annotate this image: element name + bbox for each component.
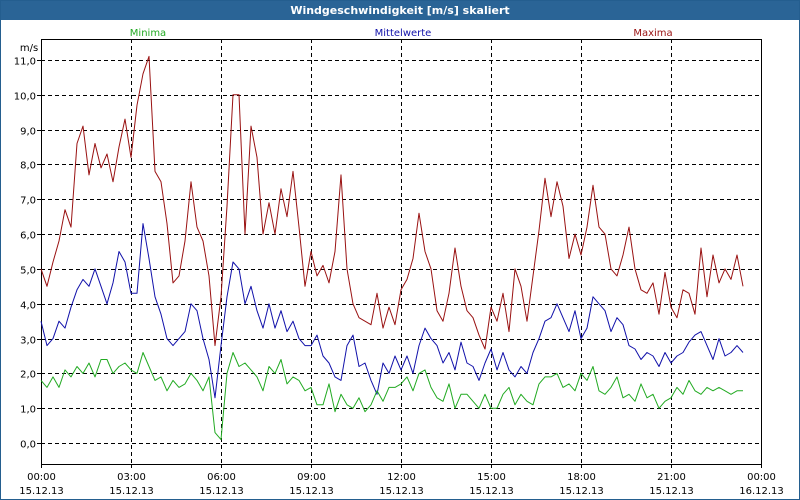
y-tick-label: 10,0 <box>14 92 36 103</box>
series-line-maxima <box>40 55 744 350</box>
x-tick-date-label: 15.12.13 <box>199 486 244 497</box>
x-tick-time-label: 12:00 <box>387 472 416 483</box>
x-tick-date-label: 15.12.13 <box>559 486 604 497</box>
y-tick-label: 3,0 <box>20 336 36 347</box>
x-tick-time-label: 09:00 <box>297 472 326 483</box>
y-tick-label: 2,0 <box>20 370 36 381</box>
x-tick-time-label: 18:00 <box>567 472 596 483</box>
y-tick-label: 1,0 <box>20 405 36 416</box>
x-tick-time-label: 06:00 <box>207 472 236 483</box>
y-tick-label: 6,0 <box>20 231 36 242</box>
legend-entry-mittelwerte: Mittelwerte <box>375 28 432 39</box>
y-axis-label: m/s <box>20 43 38 54</box>
y-axis-ticks: 0,0 1,0 2,0 3,0 4,0 5,0 6,0 7,0 8,0 9,0 10,0 11,0 <box>14 57 41 451</box>
x-tick-time-label: 03:00 <box>117 472 146 483</box>
x-tick-date-label: 15.12.13 <box>649 486 694 497</box>
y-tick-label: 5,0 <box>20 266 36 277</box>
x-tick-date-label: 15.12.13 <box>469 486 514 497</box>
x-tick-date-label: 15.12.13 <box>109 486 154 497</box>
legend-entry-maxima: Maxima <box>633 28 672 39</box>
wind-speed-chart: 0,0 1,0 2,0 3,0 4,0 5,0 6,0 7,0 8,0 9,0 10,0 11,0 0… <box>14 28 784 497</box>
x-tick-date-label: 15.12.13 <box>289 486 334 497</box>
x-tick-date-label: 16.12.13 <box>739 486 784 497</box>
grid-lines <box>41 39 761 464</box>
y-tick-label: 11,0 <box>14 57 36 68</box>
legend-entry-minima: Minima <box>130 28 166 39</box>
series-line-minima <box>40 352 743 441</box>
legend: Minima Mittelwerte Maxima <box>130 28 673 39</box>
y-tick-label: 0,0 <box>20 440 36 451</box>
x-tick-time-label: 21:00 <box>657 472 686 483</box>
window-title: Windgeschwindigkeit [m/s] skaliert <box>1 1 799 20</box>
x-tick-time-label: 00:00 <box>27 472 56 483</box>
x-tick-date-label: 15.12.13 <box>379 486 424 497</box>
y-tick-label: 9,0 <box>20 127 36 138</box>
y-tick-label: 4,0 <box>20 301 36 312</box>
x-tick-time-label: 15:00 <box>477 472 506 483</box>
data-series <box>40 55 744 441</box>
x-tick-time-label: 00:00 <box>747 472 776 483</box>
x-tick-date-label: 15.12.13 <box>19 486 64 497</box>
x-axis-ticks: 00:00 15.12.13 03:00 15.12.13 06:00 15.12.13 0… <box>19 464 784 497</box>
y-tick-label: 8,0 <box>20 161 36 172</box>
series-line-mittelwerte <box>40 223 744 399</box>
y-tick-label: 7,0 <box>20 196 36 207</box>
